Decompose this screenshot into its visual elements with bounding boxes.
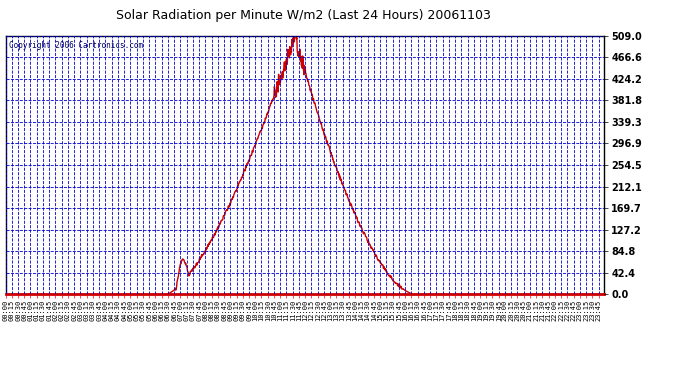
- Text: Copyright 2006 Cartronics.com: Copyright 2006 Cartronics.com: [8, 41, 143, 50]
- Text: Solar Radiation per Minute W/m2 (Last 24 Hours) 20061103: Solar Radiation per Minute W/m2 (Last 24…: [116, 9, 491, 22]
